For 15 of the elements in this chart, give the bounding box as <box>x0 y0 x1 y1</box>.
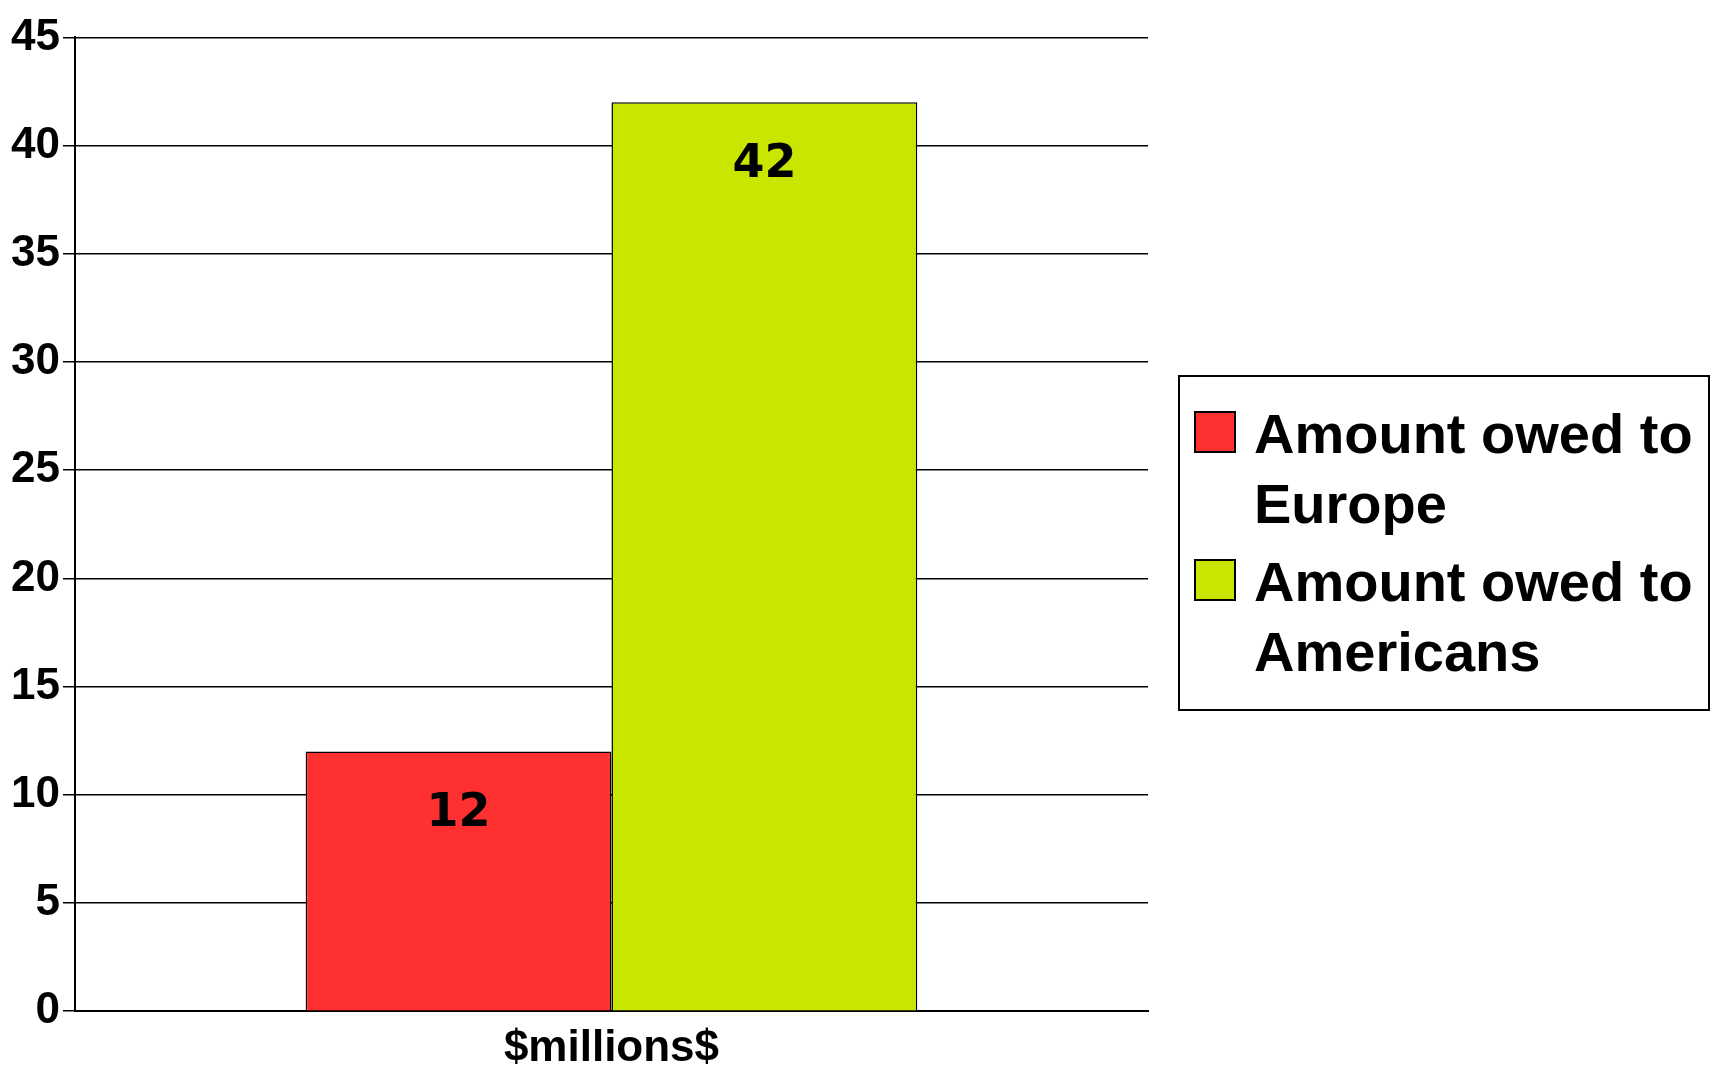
y-tick-label: 5 <box>35 875 60 925</box>
y-tick-label: 20 <box>10 550 60 600</box>
y-tick-label: 0 <box>35 983 60 1033</box>
x-tick-label: $millions$ <box>503 1020 720 1070</box>
y-tick-label: 30 <box>10 334 60 384</box>
y-tick-label: 45 <box>10 9 60 59</box>
y-tick-label: 15 <box>10 658 60 708</box>
legend-label: Amount owed to Americans <box>1254 549 1694 685</box>
legend-label: Amount owed to Europe <box>1254 401 1694 537</box>
y-tick-label: 35 <box>10 225 60 275</box>
data-label: 42 <box>732 134 797 189</box>
y-tick-label: 40 <box>10 117 60 167</box>
y-tick-label: 10 <box>10 766 60 816</box>
data-label: 12 <box>426 783 491 838</box>
y-tick-label: 25 <box>10 442 60 492</box>
